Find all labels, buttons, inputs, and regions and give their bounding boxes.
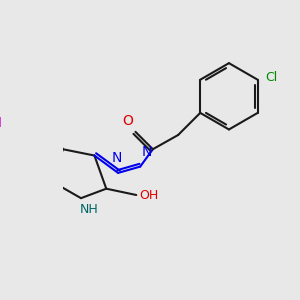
Text: I: I — [0, 116, 2, 130]
Text: OH: OH — [139, 188, 158, 202]
Text: NH: NH — [80, 203, 98, 216]
Text: N: N — [141, 145, 152, 159]
Text: N: N — [111, 151, 122, 165]
Text: Cl: Cl — [266, 71, 278, 84]
Text: O: O — [122, 114, 133, 128]
